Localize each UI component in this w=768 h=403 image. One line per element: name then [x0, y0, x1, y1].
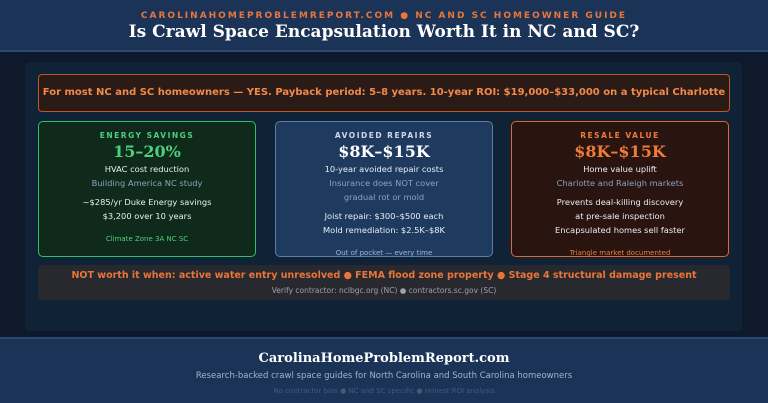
card-src: Charlotte and Raleigh markets — [556, 178, 684, 188]
card-val: 15–20% — [113, 142, 181, 161]
card-note: Climate Zone 3A NC SC — [105, 235, 189, 243]
card-note: Out of pocket — every time — [335, 249, 433, 257]
card-lab: AVOIDED REPAIRS — [334, 131, 434, 140]
verify-text: Verify contractor: nclbgc.org (NC) ● con… — [271, 286, 497, 295]
kicker: CAROLINAHOMEPROBLEMREPORT.COM ● NC AND S… — [140, 11, 628, 21]
title: Is Crawl Space Encapsulation Worth It in… — [128, 22, 640, 42]
warning: NOT worth it when: active water entry un… — [38, 265, 730, 300]
card-src: Building America NC study — [91, 178, 203, 188]
card-detail: Joist repair: $300–$500 each — [324, 211, 444, 221]
card-lab: RESALE VALUE — [580, 131, 660, 140]
card: RESALE VALUE $8K–$15K Home value uplift Cha… — [511, 121, 729, 257]
footer-tagline: Research-backed crawl space guides for N… — [195, 371, 573, 381]
card-lab: ENERGY SAVINGS — [99, 131, 195, 140]
card-note: Triangle market documented — [569, 249, 671, 257]
footer: CarolinaHomeProblemReport.com Research-b… — [0, 337, 768, 403]
warning-text: NOT worth it when: active water entry un… — [71, 270, 697, 281]
card-val: $8K–$15K — [338, 142, 430, 161]
card-detail: Home value uplift — [583, 164, 657, 174]
card-detail: Prevents deal-killing discovery at pre-s… — [556, 197, 684, 221]
footer-points: No contractor bias ● NC and SC specific … — [273, 387, 495, 395]
card: AVOIDED REPAIRS $8K–$15K 10-year avoided r… — [275, 121, 493, 257]
header: CAROLINAHOMEPROBLEMREPORT.COM ● NC AND S… — [0, 0, 768, 52]
card-val: $8K–$15K — [574, 142, 666, 161]
card-src: Insurance does NOT cover gradual rot or … — [329, 178, 439, 202]
card-detail: $3,200 over 10 years — [102, 211, 192, 221]
verdict-banner: For most NC and SC homeowners — YES. Pay… — [38, 74, 730, 134]
card-detail: HVAC cost reduction — [104, 164, 190, 174]
card: ENERGY SAVINGS 15–20% HVAC cost reduction B… — [38, 121, 256, 257]
card-detail: Encapsulated homes sell faster — [555, 225, 685, 235]
card-detail: Mold remediation: $2.5K–$8K — [322, 225, 445, 235]
footer-site: CarolinaHomeProblemReport.com — [258, 351, 510, 366]
card-detail: ~$285/yr Duke Energy savings — [82, 197, 212, 207]
card-detail: 10-year avoided repair costs — [324, 164, 444, 174]
